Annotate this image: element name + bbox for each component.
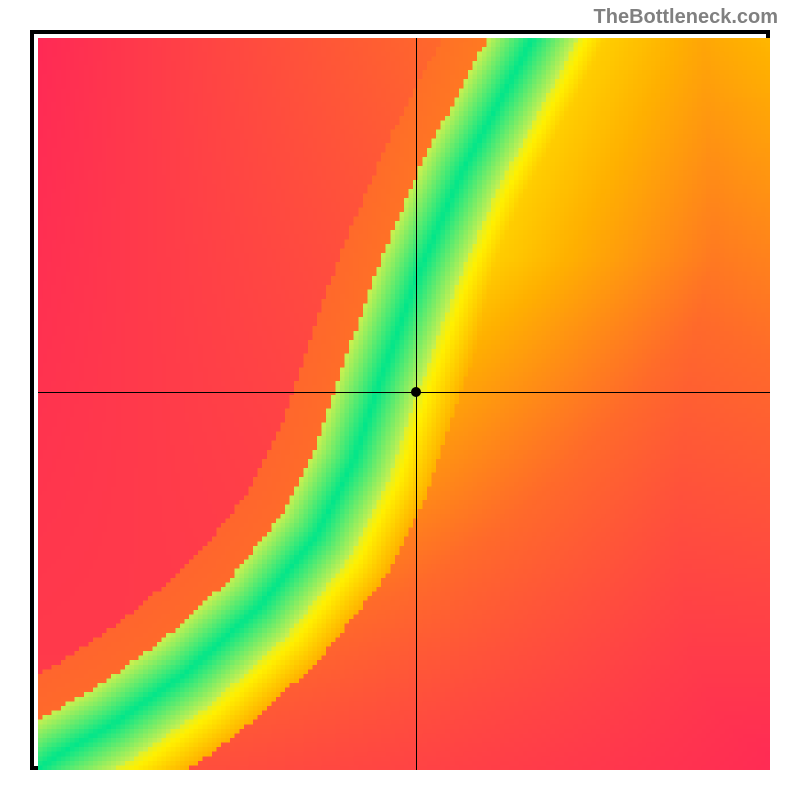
crosshair-horizontal-line (38, 392, 770, 393)
bottleneck-heatmap (38, 38, 770, 770)
crosshair-marker-dot (411, 387, 421, 397)
crosshair-vertical-line (416, 38, 417, 770)
heatmap-plot-frame (30, 30, 770, 770)
attribution-label: TheBottleneck.com (594, 6, 778, 29)
